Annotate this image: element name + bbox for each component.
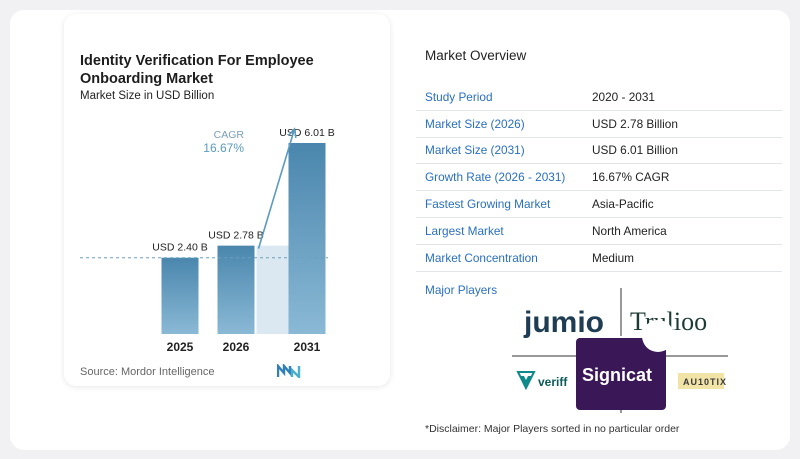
data-label-2026: USD 2.78 B: [208, 230, 263, 242]
market-overview-table: Study Period 2020 - 2031 Market Size (20…: [416, 84, 782, 272]
row-value: 2020 - 2031: [592, 89, 655, 104]
jumio-logo: jumio: [523, 306, 604, 339]
cagr-label: CAGR: [214, 129, 245, 141]
x-tick-2026: 2026: [223, 340, 250, 354]
overview-row-study-period: Study Period 2020 - 2031: [416, 84, 782, 111]
overview-row-concentration: Market Concentration Medium: [416, 245, 782, 272]
disclaimer-text: *Disclaimer: Major Players sorted in no …: [425, 423, 680, 435]
source-text: Source: Mordor Intelligence: [80, 366, 215, 378]
row-value: USD 2.78 Billion: [592, 116, 678, 131]
overview-row-fastest-growing: Fastest Growing Market Asia-Pacific: [416, 191, 782, 218]
mordor-intelligence-logo: [277, 364, 301, 378]
overview-row-growth-rate: Growth Rate (2026 - 2031) 16.67% CAGR: [416, 164, 782, 192]
bar-2031: [288, 143, 326, 334]
major-players-label: Major Players: [425, 283, 498, 297]
data-label-2031: USD 6.01 B: [279, 127, 334, 139]
veriff-logo: veriff: [516, 371, 568, 391]
bar-2025: [161, 257, 199, 334]
row-key: Market Size (2026): [425, 116, 525, 131]
row-value: USD 6.01 Billion: [592, 143, 678, 158]
overview-row-market-size-2026: Market Size (2026) USD 2.78 Billion: [416, 111, 782, 138]
svg-text:AU10TIX: AU10TIX: [683, 377, 727, 387]
cagr-arrow-head: [287, 127, 297, 139]
row-value: 16.67% CAGR: [592, 170, 670, 185]
cagr-value: 16.67%: [203, 141, 244, 155]
row-key: Market Size (2031): [425, 143, 525, 158]
row-value: North America: [592, 223, 667, 238]
x-tick-2025: 2025: [167, 340, 194, 354]
svg-text:jumio: jumio: [523, 306, 604, 339]
svg-text:Signicat: Signicat: [582, 365, 652, 385]
chart-title: Identity Verification For Employee Onboa…: [80, 53, 314, 87]
svg-text:veriff: veriff: [538, 375, 568, 389]
row-key: Fastest Growing Market: [425, 197, 551, 212]
row-value: Medium: [592, 250, 634, 265]
au10tix-logo: AU10TIX: [678, 373, 727, 389]
growth-band: [256, 245, 289, 334]
major-players-logos: jumio Trulioo veriff Signicat AU10TIX: [512, 288, 728, 413]
row-value: Asia-Pacific: [592, 197, 654, 212]
chart-subtitle: Market Size in USD Billion: [80, 90, 215, 102]
signicat-logo: Signicat: [576, 320, 674, 410]
row-key: Market Concentration: [425, 250, 538, 265]
overview-row-market-size-2031: Market Size (2031) USD 6.01 Billion: [416, 138, 782, 165]
row-key: Growth Rate (2026 - 2031): [425, 170, 566, 185]
cagr-arrow: [257, 128, 296, 249]
overview-row-largest-market: Largest Market North America: [416, 218, 782, 245]
row-key: Study Period: [425, 89, 493, 104]
x-tick-2031: 2031: [294, 340, 321, 354]
market-overview-title: Market Overview: [425, 48, 527, 63]
data-label-2025: USD 2.40 B: [152, 242, 207, 254]
bar-2026: [217, 245, 255, 334]
row-key: Largest Market: [425, 223, 504, 238]
